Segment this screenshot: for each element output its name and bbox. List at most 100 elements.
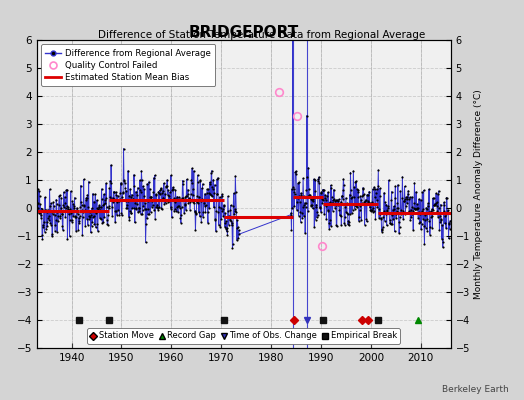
Point xyxy=(56,192,64,198)
Point xyxy=(108,195,117,201)
Point xyxy=(375,192,384,199)
Point xyxy=(34,205,42,212)
Point xyxy=(144,206,152,212)
Point xyxy=(321,192,329,198)
Point xyxy=(117,210,126,217)
Point xyxy=(203,186,211,192)
Point xyxy=(37,215,46,221)
Point xyxy=(113,198,122,205)
Point xyxy=(43,206,52,213)
Point xyxy=(107,162,115,168)
Point xyxy=(181,202,189,208)
Point xyxy=(156,187,164,194)
Point xyxy=(413,205,421,212)
Point xyxy=(40,219,48,226)
Point xyxy=(96,215,104,221)
Point xyxy=(193,172,202,178)
Point xyxy=(377,228,386,235)
Point xyxy=(136,177,144,183)
Point xyxy=(431,200,440,206)
Point xyxy=(395,219,403,225)
Point xyxy=(183,191,192,197)
Point xyxy=(393,200,401,206)
Point xyxy=(396,214,404,220)
Point xyxy=(324,189,332,195)
Point xyxy=(106,196,115,202)
Point xyxy=(190,208,199,215)
Point xyxy=(433,191,442,197)
Point xyxy=(170,194,178,201)
Point xyxy=(173,203,182,210)
Point xyxy=(314,178,323,184)
Point xyxy=(423,228,432,234)
Point xyxy=(372,189,380,196)
Point xyxy=(331,202,340,209)
Point xyxy=(339,176,347,182)
Point xyxy=(79,214,87,220)
Point xyxy=(318,199,326,206)
Point xyxy=(445,219,453,226)
Point xyxy=(189,186,197,193)
Point xyxy=(214,174,222,181)
Point xyxy=(84,178,93,185)
Point xyxy=(417,221,425,228)
Point xyxy=(352,178,361,184)
Point xyxy=(293,195,302,201)
Point xyxy=(306,192,314,198)
Point xyxy=(315,205,324,212)
Point xyxy=(383,207,391,214)
Point xyxy=(53,209,62,215)
Point xyxy=(198,185,206,192)
Point xyxy=(340,181,348,188)
Point xyxy=(198,196,206,202)
Point xyxy=(170,208,179,214)
Point xyxy=(202,202,210,208)
Point xyxy=(158,187,167,194)
Point xyxy=(322,197,330,203)
Point xyxy=(51,228,59,234)
Point xyxy=(140,206,149,212)
Point xyxy=(121,184,129,191)
Point xyxy=(350,184,358,190)
Point xyxy=(208,193,216,199)
Point xyxy=(292,194,301,200)
Point xyxy=(440,199,448,206)
Point xyxy=(436,202,445,208)
Point xyxy=(92,205,101,211)
Point xyxy=(47,221,56,228)
Point xyxy=(114,207,122,214)
Point xyxy=(134,184,142,191)
Point xyxy=(411,206,419,213)
Point xyxy=(176,196,184,202)
Point xyxy=(40,229,49,235)
Point xyxy=(112,192,121,198)
Point xyxy=(296,199,304,206)
Point xyxy=(319,186,327,193)
Point xyxy=(226,217,234,223)
Point xyxy=(299,204,307,210)
Point xyxy=(422,204,430,211)
Point xyxy=(187,191,195,198)
Point xyxy=(63,204,72,210)
Point xyxy=(325,199,334,206)
Point xyxy=(88,205,96,212)
Point xyxy=(81,207,89,213)
Point xyxy=(344,221,352,228)
Point xyxy=(380,190,388,196)
Point xyxy=(136,187,144,193)
Point xyxy=(383,208,391,214)
Point xyxy=(48,208,56,215)
Point xyxy=(188,180,196,186)
Point xyxy=(365,188,374,195)
Point xyxy=(88,222,96,229)
Point xyxy=(75,213,84,219)
Point xyxy=(185,196,193,203)
Point xyxy=(339,195,347,202)
Point xyxy=(389,203,398,210)
Point xyxy=(377,215,386,221)
Point xyxy=(325,226,333,232)
Point xyxy=(193,193,201,199)
Point xyxy=(317,189,325,195)
Point xyxy=(209,184,217,190)
Point xyxy=(74,210,82,217)
